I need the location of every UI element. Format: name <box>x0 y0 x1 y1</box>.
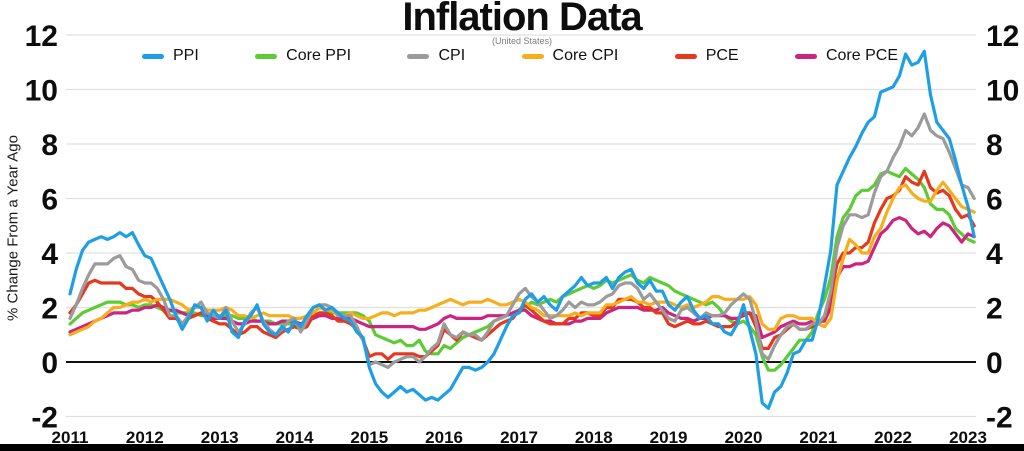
y-tick-label-right: 10 <box>986 75 1019 108</box>
legend-item-core-cpi: Core CPI <box>521 47 619 65</box>
core-ppi-line-swatch <box>255 53 278 59</box>
y-tick-label-left: -2 <box>31 402 58 435</box>
x-tick-label: 2013 <box>201 428 239 447</box>
y-tick-label-right: -2 <box>986 402 1013 435</box>
series-line-ppi <box>68 49 976 410</box>
y-tick-label-left: 6 <box>41 184 58 217</box>
y-tick-label-left: 10 <box>25 75 58 108</box>
legend-item-core-pce: Core PCE <box>794 47 898 65</box>
y-tick-label-left: 4 <box>41 238 58 271</box>
x-tick-label: 2015 <box>350 428 388 447</box>
core-cpi-line-swatch <box>521 53 544 59</box>
ppi-line-swatch <box>142 53 164 59</box>
legend-label: PCE <box>705 47 739 64</box>
y-tick-label-right: 0 <box>986 347 1003 380</box>
y-tick-label-right: 12 <box>986 20 1019 53</box>
y-tick-label-left: 8 <box>41 129 58 162</box>
x-tick-label: 2012 <box>126 428 164 447</box>
y-tick-label-right: 4 <box>986 238 1003 271</box>
x-tick-label: 2020 <box>725 428 763 447</box>
y-tick-label-left: 12 <box>25 20 58 53</box>
legend-label: Core CPI <box>552 47 619 64</box>
series-line-cpi <box>68 112 976 369</box>
x-tick-label: 2023 <box>949 428 987 447</box>
core-pce-line-swatch <box>794 53 817 59</box>
legend-label: Core PCE <box>825 47 898 64</box>
legend-item-pce: PCE <box>674 47 739 65</box>
pce-line-swatch <box>674 53 697 59</box>
x-tick-label: 2018 <box>575 428 613 447</box>
legend-label: PPI <box>173 47 199 64</box>
y-tick-label-left: 0 <box>41 347 58 380</box>
series-line-pce <box>68 169 976 361</box>
cpi-line-swatch <box>407 53 430 59</box>
x-tick-label: 2022 <box>874 428 912 447</box>
legend-label: CPI <box>438 47 466 64</box>
legend-item-cpi: CPI <box>407 47 465 65</box>
y-tick-label-left: 2 <box>41 293 58 326</box>
chart-legend: PPI Core PPI CPI Core CPI PCE Core PCE <box>142 47 898 65</box>
legend-label: Core PPI <box>286 47 352 64</box>
x-tick-label: 2021 <box>799 428 837 447</box>
series-line-core-cpi <box>68 180 976 337</box>
legend-item-core-ppi: Core PPI <box>255 47 351 65</box>
x-tick-label: 2014 <box>276 428 314 447</box>
y-tick-label-right: 8 <box>986 129 1003 162</box>
chart-subtitle: (United States) <box>491 36 553 46</box>
legend-item-ppi: PPI <box>142 47 199 65</box>
x-tick-label: 2016 <box>425 428 463 447</box>
x-tick-label: 2017 <box>500 428 538 447</box>
bottom-black-bar <box>0 444 1024 451</box>
y-tick-label-right: 6 <box>986 184 1003 217</box>
x-tick-label: 2019 <box>650 428 688 447</box>
y-tick-label-right: 2 <box>986 293 1003 326</box>
chart-title: Inflation Data <box>402 0 642 39</box>
x-tick-label: 2011 <box>52 428 89 447</box>
